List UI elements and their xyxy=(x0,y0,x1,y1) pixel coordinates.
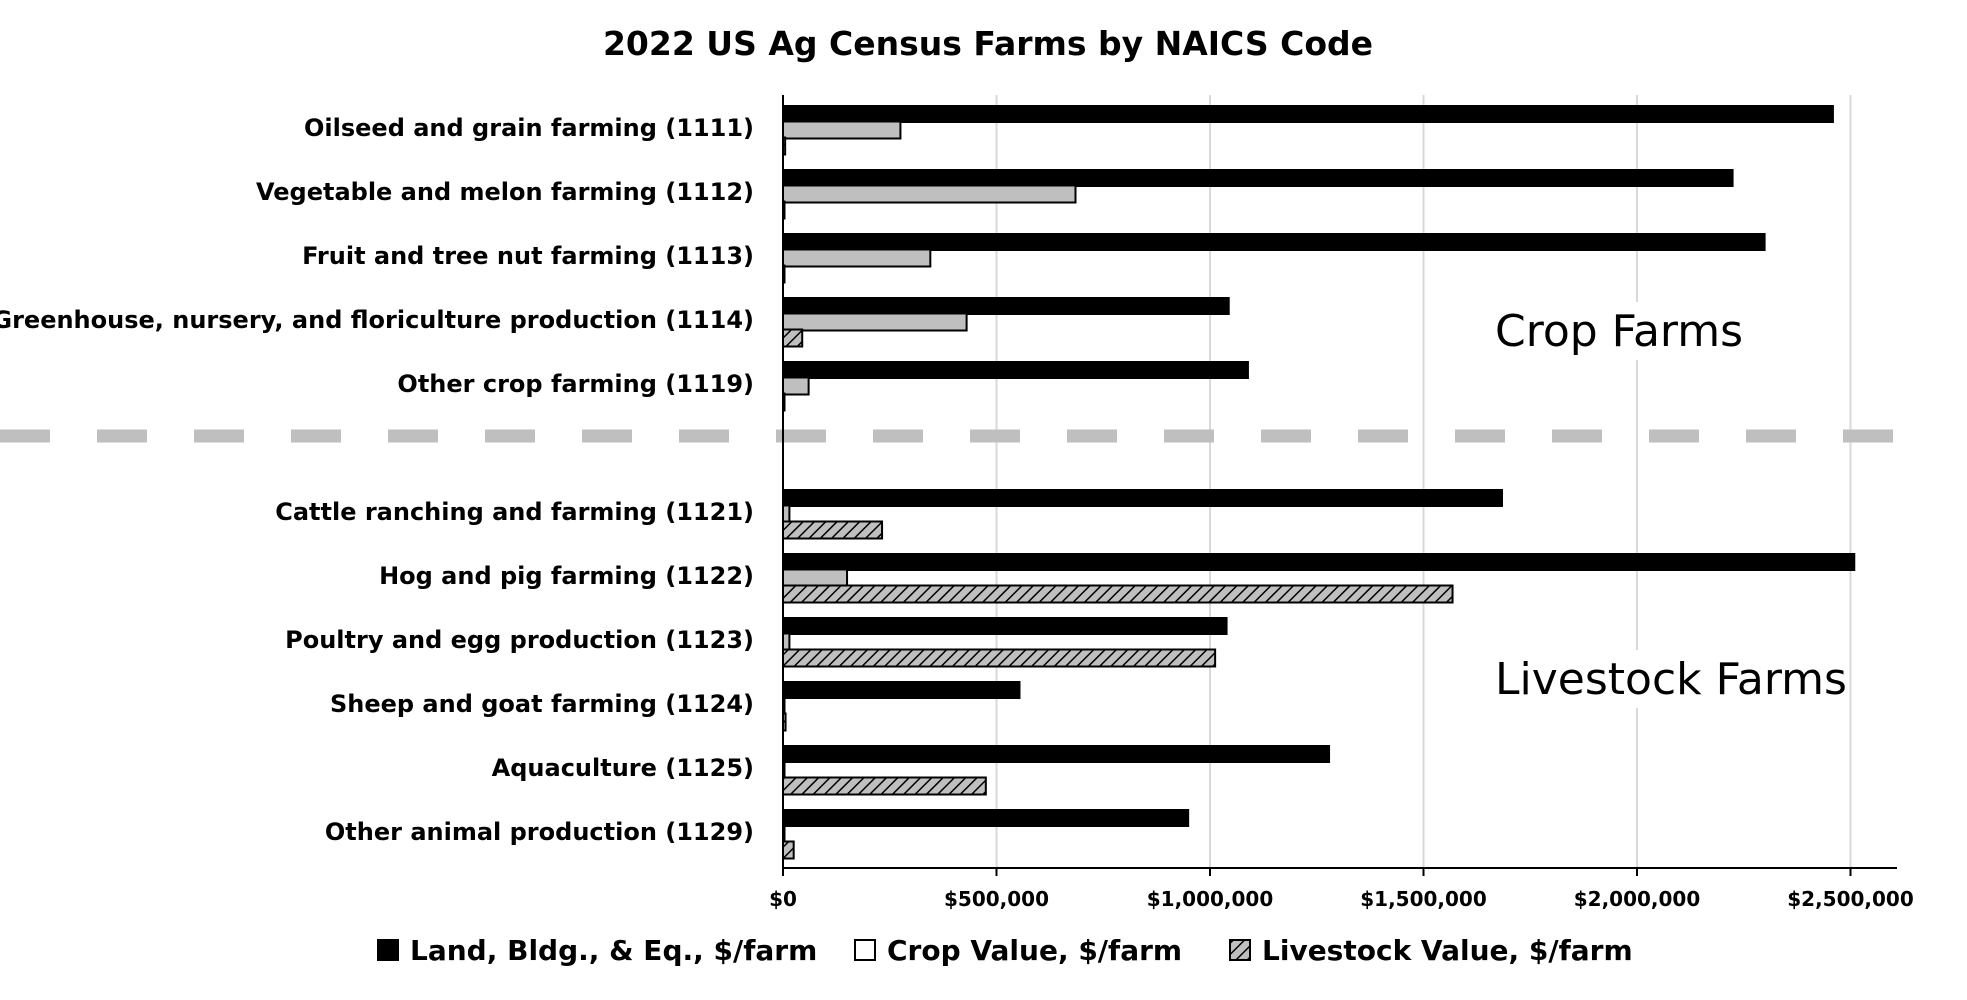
category-label: Oilseed and grain farming (1111) xyxy=(304,114,754,142)
bar-livestock-10 xyxy=(782,840,795,860)
bar-land-9 xyxy=(782,745,1331,763)
bar-land-8 xyxy=(782,681,1021,699)
category-label: Fruit and tree nut farming (1113) xyxy=(302,242,754,270)
x-tick-label: $500,000 xyxy=(944,887,1049,911)
x-axis: $0 $500,000 $1,000,000 $1,500,000 $2,000,000… xyxy=(769,95,1914,911)
bar-crop-6 xyxy=(782,568,849,588)
bar-crop-0 xyxy=(782,120,902,140)
bar-livestock-6 xyxy=(782,584,1454,604)
bar-crop-2 xyxy=(782,248,932,268)
legend-label-livestock: Livestock Value, $/farm xyxy=(1262,934,1633,967)
section-label-bg xyxy=(1485,302,1735,360)
section-label-bg xyxy=(1485,650,1815,708)
x-tick-label: $2,500,000 xyxy=(1787,887,1914,911)
gridlines xyxy=(995,95,1852,868)
section-label-crop: Crop Farms xyxy=(1495,306,1743,357)
x-tick-label: $1,500,000 xyxy=(1360,887,1487,911)
bar-livestock-5 xyxy=(782,520,884,540)
bar-livestock-3 xyxy=(782,328,804,348)
bar-livestock-9 xyxy=(782,776,987,796)
bar-land-4 xyxy=(782,361,1249,379)
legend-swatch-livestock xyxy=(1229,939,1251,961)
category-label: Cattle ranching and farming (1121) xyxy=(275,498,754,526)
x-tick-label: $1,000,000 xyxy=(1147,887,1274,911)
bar-livestock-7 xyxy=(782,648,1217,668)
category-label: Hog and pig farming (1122) xyxy=(379,562,754,590)
category-label: Greenhouse, nursery, and floriculture pr… xyxy=(0,306,754,334)
legend: Land, Bldg., & Eq., $/farm Crop Value, $/… xyxy=(377,934,1633,967)
bar-land-10 xyxy=(782,809,1190,827)
x-tick-label: $0 xyxy=(769,887,797,911)
bar-land-3 xyxy=(782,297,1230,315)
bar-crop-3 xyxy=(782,312,968,332)
bar-land-2 xyxy=(782,233,1766,251)
legend-label-crop: Crop Value, $/farm xyxy=(887,934,1182,967)
section-labels: Crop Farms Livestock Farms xyxy=(1485,302,1847,708)
category-label: Other animal production (1129) xyxy=(325,818,754,846)
bar-crop-4 xyxy=(782,376,810,396)
category-label: Other crop farming (1119) xyxy=(397,370,754,398)
legend-swatch-land xyxy=(377,939,399,961)
category-label: Aquaculture (1125) xyxy=(492,754,754,782)
bar-land-0 xyxy=(782,105,1834,123)
category-labels: Oilseed and grain farming (1111) Vegetabl… xyxy=(0,114,754,846)
bar-land-5 xyxy=(782,489,1503,507)
bar-land-1 xyxy=(782,169,1734,187)
bar-land-6 xyxy=(782,553,1856,571)
category-label: Vegetable and melon farming (1112) xyxy=(256,178,754,206)
legend-swatch-crop xyxy=(854,939,876,961)
bar-land-7 xyxy=(782,617,1228,635)
chart-title: 2022 US Ag Census Farms by NAICS Code xyxy=(603,24,1373,63)
legend-label-land: Land, Bldg., & Eq., $/farm xyxy=(410,934,817,967)
x-tick-label: $2,000,000 xyxy=(1574,887,1701,911)
category-label: Sheep and goat farming (1124) xyxy=(330,690,754,718)
section-label-livestock: Livestock Farms xyxy=(1495,654,1847,705)
category-label: Poultry and egg production (1123) xyxy=(285,626,754,654)
bars xyxy=(782,105,1856,860)
bar-crop-1 xyxy=(782,184,1077,204)
